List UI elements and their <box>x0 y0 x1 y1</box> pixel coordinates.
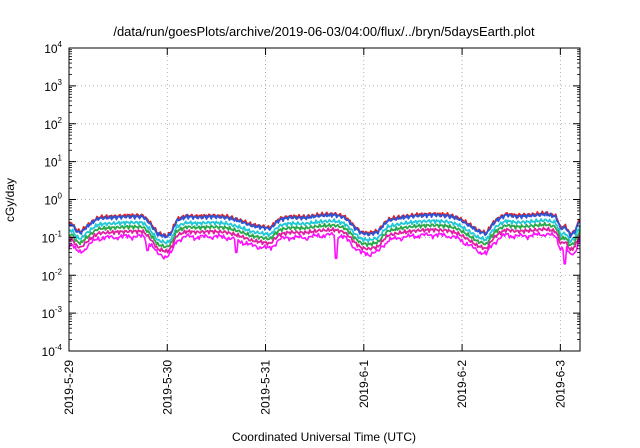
series-line <box>68 211 580 239</box>
series-line <box>68 231 581 265</box>
x-tick-label: 2019-6-2 <box>455 360 469 408</box>
y-tick-label: 103 <box>44 78 62 94</box>
y-tick-label: 10-4 <box>42 343 63 359</box>
x-axis-label: Coordinated Universal Time (UTC) <box>232 430 416 444</box>
y-tick-label: 100 <box>44 192 62 208</box>
y-tick-label: 102 <box>44 116 62 132</box>
y-tick-label: 104 <box>44 40 62 56</box>
y-tick-label: 10-1 <box>42 229 63 245</box>
series-lines <box>68 210 581 265</box>
y-tick-label: 10-3 <box>42 305 63 321</box>
series-line <box>68 221 581 249</box>
chart-title: /data/run/goesPlots/archive/2019-06-03/0… <box>113 24 535 39</box>
x-tick-label: 2019-6-3 <box>553 360 567 408</box>
x-tick-label: 2019-5-29 <box>62 360 76 415</box>
series-line <box>68 226 581 254</box>
x-tick-label: 2019-6-1 <box>357 360 371 408</box>
y-tick-label: 101 <box>44 154 62 170</box>
axis-ticks: 104 103 102 101 100 10-1 10-2 10-3 10-42019-5-29… <box>42 40 580 415</box>
x-tick-label: 2019-5-31 <box>259 360 273 415</box>
x-tick-label: 2019-5-30 <box>160 360 174 415</box>
grid <box>69 48 580 351</box>
y-axis-label: cGy/day <box>3 178 17 222</box>
series-line <box>68 218 581 245</box>
y-tick-label: 10-2 <box>42 267 63 283</box>
